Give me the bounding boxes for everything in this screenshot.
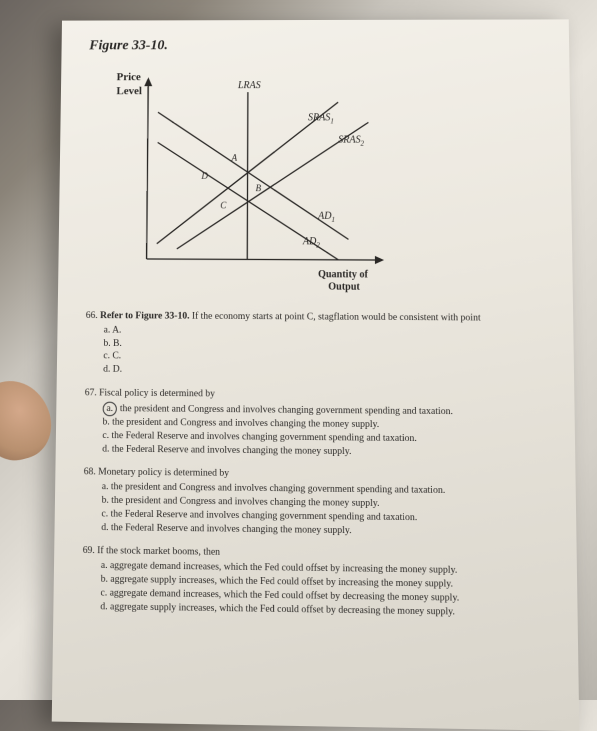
point-d: D [200,171,208,181]
y-axis-arrow [144,77,152,86]
point-c: C [220,200,227,210]
question-67: 67. Fiscal policy is determined by a.the… [84,387,546,461]
point-a: A [231,153,238,163]
ad1-label: AD1 [317,211,335,224]
q66-rest: If the economy starts at point C, stagfl… [189,311,480,323]
q66-bold: Refer to Figure 33-10. [100,311,190,322]
figure-title: Figure 33-10. [89,38,541,55]
x-axis-label-2: Output [328,281,360,293]
q66-opt-d: d. D. [103,364,545,381]
x-axis-arrow [375,256,384,264]
lras-label: LRAS [237,80,261,91]
y-axis-label-1: Price [117,71,141,83]
y-axis-line [147,82,149,259]
textbook-page: Figure 33-10. Price Level LRAS SRAS1 SRA… [52,19,580,731]
q67-a-text: the president and Congress and involves … [120,404,453,417]
chart-svg: Price Level LRAS SRAS1 SRAS2 AD1 AD2 A B… [106,62,410,296]
sras2-label: SRAS2 [338,134,364,147]
q69-options: a. aggregate demand increases, which the… [100,560,548,621]
question-66: 66. Refer to Figure 33-10. If the econom… [85,310,545,381]
y-axis-label-2: Level [116,85,142,97]
q68-options: a. the president and Congress and involv… [101,481,547,540]
q66-options: a. A. b. B. c. C. d. D. [103,324,545,380]
circled-answer-icon: a. [103,402,117,417]
thumb-holding-page [0,372,59,467]
economics-chart: Price Level LRAS SRAS1 SRAS2 AD1 AD2 A B… [106,62,410,296]
q66-num: 66. [86,311,100,321]
question-68: 68. Monetary policy is determined by a. … [83,466,547,540]
lras-line [247,92,248,259]
ad2-label: AD2 [302,236,321,249]
q67-options: a.the president and Congress and involve… [102,402,546,461]
question-69: 69. If the stock market booms, then a. a… [82,545,548,621]
point-b: B [256,183,262,193]
x-axis-label-1: Quantity of [318,269,369,281]
x-axis-line [147,259,379,260]
